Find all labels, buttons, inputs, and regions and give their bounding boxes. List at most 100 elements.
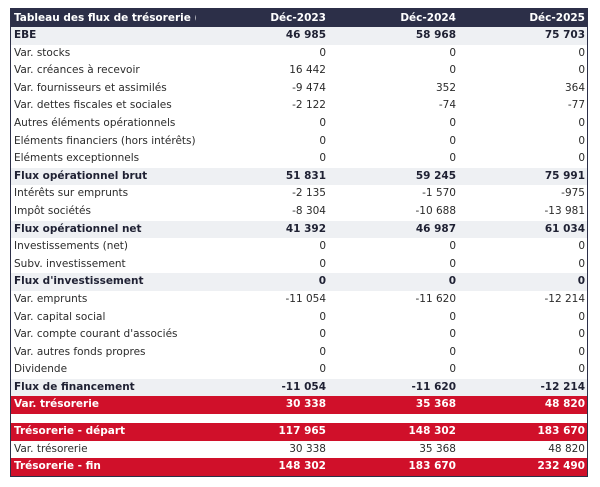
table-row: Eléments exceptionnels 0 0 0 [11, 150, 587, 168]
column-header: Déc-2023 [270, 12, 326, 24]
table-header: Tableau des flux de trésorerie (£) Déc-2… [11, 9, 587, 27]
row-label: Trésorerie - fin [14, 460, 101, 473]
row-value: 46 987 [415, 222, 456, 235]
table-title: Tableau des flux de trésorerie (£) [14, 12, 196, 24]
row-value: 0 [318, 275, 326, 288]
table-row: Investissements (net) 0 0 0 [11, 238, 587, 256]
row-label: Var. fournisseurs et assimilés [14, 81, 167, 94]
row-value: 0 [319, 363, 326, 376]
row-value: 0 [578, 363, 585, 376]
row-value: 61 034 [544, 222, 585, 235]
row-value: 0 [449, 152, 456, 165]
row-value: 232 490 [537, 460, 586, 473]
row-label: Var. stocks [14, 46, 71, 59]
column-header: Déc-2025 [529, 12, 585, 24]
row-value: 148 302 [278, 460, 327, 473]
row-value: 0 [449, 46, 456, 59]
row-value: 0 [578, 64, 585, 77]
row-label: Intérêts sur emprunts [14, 187, 129, 200]
cash-flow-table: Tableau des flux de trésorerie (£) Déc-2… [10, 8, 588, 477]
row-value: -13 981 [544, 204, 585, 217]
row-value: 41 392 [285, 222, 326, 235]
row-value: 148 302 [408, 425, 457, 438]
row-value: 0 [578, 116, 585, 129]
row-value: 0 [449, 310, 456, 323]
row-label: Eléments exceptionnels [14, 152, 140, 165]
table-row: Var. capital social 0 0 0 [11, 309, 587, 327]
row-value: 0 [448, 275, 456, 288]
row-label: Impôt sociétés [14, 204, 91, 217]
row-value: -2 122 [292, 99, 326, 112]
row-value: 75 703 [544, 29, 585, 41]
row-value: 75 991 [544, 169, 585, 182]
row-value: -2 135 [292, 187, 326, 200]
row-value: 117 965 [278, 425, 327, 438]
row-label: Flux opérationnel brut [14, 169, 148, 182]
row-label: EBE [14, 29, 37, 41]
table-row: Var. créances à recevoir 16 442 0 0 [11, 62, 587, 80]
row-value: 30 338 [289, 442, 326, 455]
row-value: -1 570 [422, 187, 456, 200]
row-value: 46 985 [285, 29, 326, 41]
row-value: -8 304 [292, 204, 326, 217]
row-value: 48 820 [548, 442, 585, 455]
table-row: Trésorerie - départ 117 965 148 302 183 670 [11, 423, 587, 441]
row-value: 0 [578, 152, 585, 165]
row-label: Dividende [14, 363, 68, 376]
row-value: 0 [449, 240, 456, 253]
table-row: Flux de financement -11 054 -11 620 -12 214 [11, 378, 587, 397]
row-value: 0 [578, 46, 585, 59]
row-value: -9 474 [292, 81, 326, 94]
row-value: 0 [319, 240, 326, 253]
row-value: 0 [319, 345, 326, 358]
row-label: Flux opérationnel net [14, 222, 142, 235]
table-row: Var. trésorerie 30 338 35 368 48 820 [11, 396, 587, 415]
row-value: -12 214 [540, 380, 585, 393]
row-value: 0 [449, 363, 456, 376]
row-value: 35 368 [419, 442, 456, 455]
table-row: EBE 46 985 58 968 75 703 [11, 27, 587, 45]
table-row: Dividende 0 0 0 [11, 361, 587, 379]
row-value: 0 [449, 257, 456, 270]
row-value: -11 054 [281, 380, 326, 393]
row-value: 0 [449, 64, 456, 77]
row-label: Var. compte courant d'associés [14, 328, 178, 341]
table-row: Flux d'investissement 0 0 0 [11, 273, 587, 291]
table-row: Eléments financiers (hors intérêts) 0 0 0 [11, 133, 587, 151]
row-value: 16 442 [289, 64, 326, 77]
table-row: Var. trésorerie 30 338 35 368 48 820 [11, 441, 587, 459]
row-value: 352 [435, 81, 456, 94]
table-row: Autres éléments opérationnels 0 0 0 [11, 115, 587, 133]
row-value: 0 [449, 328, 456, 341]
row-label: Eléments financiers (hors intérêts) [14, 134, 196, 147]
table-row: Intérêts sur emprunts -2 135 -1 570 -975 [11, 185, 587, 203]
row-value: 364 [564, 81, 585, 94]
row-label: Var. capital social [14, 310, 106, 323]
row-spacer [11, 414, 587, 423]
row-value: 0 [319, 152, 326, 165]
table-row: Impôt sociétés -8 304 -10 688 -13 981 [11, 203, 587, 221]
row-label: Investissements (net) [14, 240, 129, 253]
row-value: 0 [319, 310, 326, 323]
row-label: Var. autres fonds propres [14, 345, 146, 358]
table-row: Var. compte courant d'associés 0 0 0 [11, 326, 587, 344]
row-value: -74 [438, 99, 456, 112]
row-value: 0 [578, 310, 585, 323]
table-row: Var. emprunts -11 054 -11 620 -12 214 [11, 291, 587, 309]
row-label: Var. dettes fiscales et sociales [14, 99, 172, 112]
row-value: -975 [561, 187, 585, 200]
table-row: Var. dettes fiscales et sociales -2 122 -7… [11, 97, 587, 115]
row-value: 0 [319, 257, 326, 270]
row-value: 0 [578, 328, 585, 341]
row-value: 58 968 [415, 29, 456, 41]
row-value: 48 820 [544, 398, 585, 411]
row-value: 0 [319, 116, 326, 129]
row-label: Var. emprunts [14, 292, 88, 305]
row-value: 0 [319, 328, 326, 341]
table-row: Var. fournisseurs et assimilés -9 474 352 3… [11, 80, 587, 98]
row-value: 0 [319, 46, 326, 59]
row-value: -77 [567, 99, 585, 112]
row-label: Subv. investissement [14, 257, 126, 270]
row-value: 0 [449, 345, 456, 358]
row-value: 59 245 [415, 169, 456, 182]
